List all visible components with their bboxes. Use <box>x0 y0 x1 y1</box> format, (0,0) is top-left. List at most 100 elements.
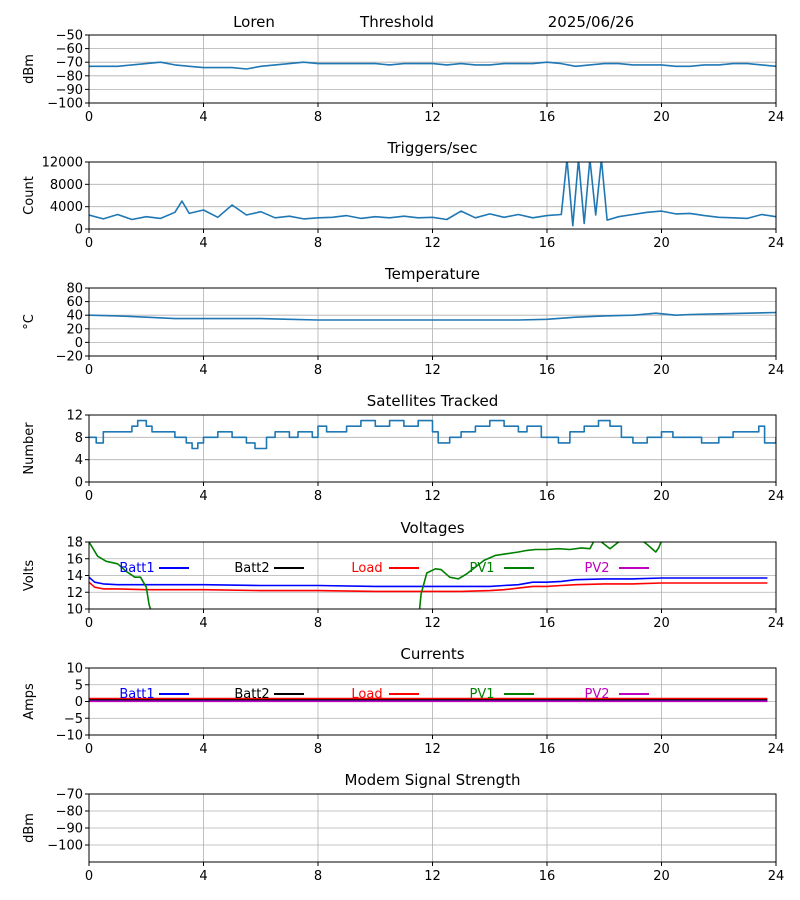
y-tick-label: 0 <box>75 223 83 238</box>
x-tick-label: 24 <box>768 869 785 884</box>
chart-title: Temperature <box>384 265 480 283</box>
x-tick-label: 8 <box>314 110 322 125</box>
y-tick-label: 10 <box>66 662 83 677</box>
x-tick-label: 0 <box>85 742 93 757</box>
y-tick-label: −70 <box>56 788 83 803</box>
y-tick-label: 20 <box>66 322 83 337</box>
y-tick-label: −90 <box>56 822 83 837</box>
y-tick-label: 60 <box>66 295 83 310</box>
x-tick-label: 4 <box>199 236 207 251</box>
x-tick-label: 0 <box>85 616 93 631</box>
x-tick-label: 16 <box>539 616 556 631</box>
x-tick-label: 12 <box>424 363 441 378</box>
series-line-data <box>89 419 776 450</box>
series-line-pv1 <box>89 542 662 609</box>
x-tick-label: 20 <box>653 742 670 757</box>
y-tick-label: 4000 <box>50 200 83 215</box>
legend-label: Batt2 <box>234 687 269 702</box>
y-tick-label: 8000 <box>50 178 83 193</box>
series-line-batt1 <box>89 576 768 588</box>
mode-label: Threshold <box>359 13 434 31</box>
chart-title: Currents <box>400 645 464 663</box>
x-tick-label: 24 <box>768 110 785 125</box>
y-tick-label: 5 <box>75 678 83 693</box>
legend-label: Load <box>351 687 382 702</box>
y-axis-label: Number <box>22 422 37 475</box>
x-tick-label: 4 <box>199 363 207 378</box>
x-tick-label: 24 <box>768 363 785 378</box>
x-tick-label: 12 <box>424 110 441 125</box>
y-tick-label: 4 <box>75 453 83 468</box>
y-axis-label: Amps <box>22 683 37 720</box>
x-tick-label: 24 <box>768 616 785 631</box>
y-axis-label: dBm <box>22 54 37 84</box>
chart-title: Voltages <box>400 519 464 537</box>
series-line-data <box>89 61 776 70</box>
series-group <box>89 419 776 450</box>
x-tick-label: 20 <box>653 869 670 884</box>
x-tick-label: 8 <box>314 489 322 504</box>
x-tick-label: 16 <box>539 110 556 125</box>
y-tick-label: 0 <box>75 336 83 351</box>
x-tick-label: 0 <box>85 363 93 378</box>
chart-title: Modem Signal Strength <box>345 771 521 789</box>
legend-label: Batt1 <box>119 561 154 576</box>
legend-label: PV1 <box>469 561 494 576</box>
y-axis-label: °C <box>22 314 37 330</box>
y-tick-label: 18 <box>66 536 83 551</box>
y-tick-label: 12 <box>66 409 83 424</box>
x-tick-label: 0 <box>85 489 93 504</box>
y-tick-label: −50 <box>56 29 83 44</box>
x-tick-label: 20 <box>653 363 670 378</box>
y-tick-label: 16 <box>66 552 83 567</box>
x-tick-label: 4 <box>199 869 207 884</box>
y-tick-label: −90 <box>56 83 83 98</box>
x-tick-label: 4 <box>199 616 207 631</box>
x-tick-label: 4 <box>199 742 207 757</box>
y-tick-label: 0 <box>75 476 83 491</box>
x-tick-label: 16 <box>539 489 556 504</box>
y-tick-label: 0 <box>75 695 83 710</box>
series-group <box>89 697 768 703</box>
x-tick-label: 0 <box>85 869 93 884</box>
chart-title: Satellites Tracked <box>367 392 498 410</box>
series-group <box>89 162 776 227</box>
y-tick-label: 10 <box>66 603 83 618</box>
x-tick-label: 12 <box>424 489 441 504</box>
x-tick-label: 24 <box>768 236 785 251</box>
x-tick-label: 8 <box>314 869 322 884</box>
legend-label: Load <box>351 561 382 576</box>
y-tick-label: −60 <box>56 42 83 57</box>
y-tick-label: −70 <box>56 56 83 71</box>
series-group <box>89 311 776 321</box>
x-tick-label: 20 <box>653 236 670 251</box>
series-group <box>89 61 776 70</box>
y-tick-label: −80 <box>56 69 83 84</box>
legend-label: Batt2 <box>234 561 269 576</box>
series-line-data <box>89 311 776 321</box>
x-tick-label: 4 <box>199 489 207 504</box>
x-tick-label: 12 <box>424 236 441 251</box>
series-group <box>89 542 768 609</box>
x-tick-label: 0 <box>85 236 93 251</box>
panel-rssi: 0 4 8 12 16 20 24 −50−60−70−80−90−100 dBm <box>22 29 784 126</box>
x-tick-label: 12 <box>424 742 441 757</box>
x-tick-label: 4 <box>199 110 207 125</box>
panel-triggers: 0 4 8 12 16 20 24 0 4000 8000 12000 Triggers/sec Cou… <box>22 139 784 251</box>
y-tick-label: 12000 <box>42 156 83 171</box>
x-tick-label: 16 <box>539 363 556 378</box>
y-tick-label: −100 <box>47 97 83 112</box>
x-tick-label: 20 <box>653 489 670 504</box>
y-tick-label: 12 <box>66 586 83 601</box>
legend-label: PV2 <box>584 687 609 702</box>
x-tick-label: 16 <box>539 869 556 884</box>
panel-modem: 0 4 8 12 16 20 24 −70 −80 −90 −100 Modem Signal Str… <box>22 771 784 884</box>
y-tick-label: −5 <box>64 712 83 727</box>
y-axis-label: Volts <box>22 560 37 592</box>
y-tick-label: −10 <box>56 729 83 744</box>
x-tick-label: 20 <box>653 616 670 631</box>
y-tick-label: −100 <box>47 839 83 854</box>
